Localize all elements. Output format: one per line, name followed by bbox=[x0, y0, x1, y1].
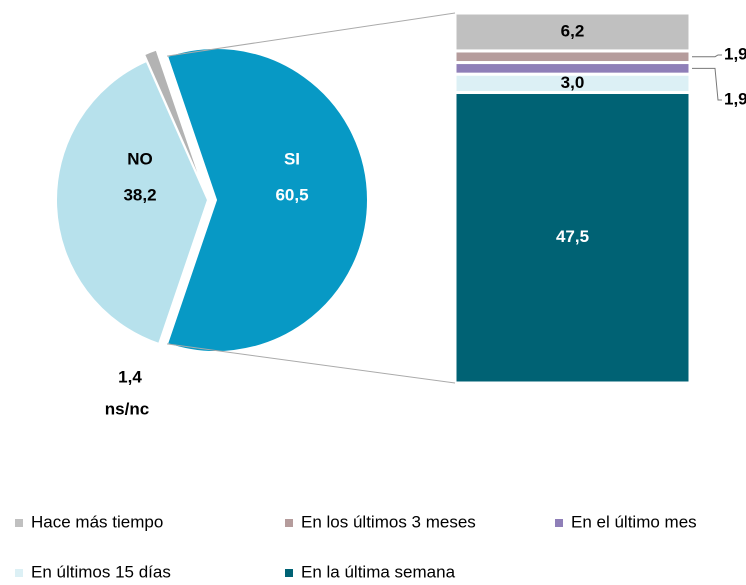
legend-label: En el último mes bbox=[571, 512, 697, 531]
slice-name: SI bbox=[284, 149, 300, 168]
slice-name: ns/nc bbox=[105, 399, 149, 418]
leader-line bbox=[692, 67, 722, 101]
bar-value: 3,0 bbox=[561, 73, 585, 92]
slice-name: NO bbox=[127, 149, 153, 168]
connector bbox=[166, 12, 456, 57]
bar-segment bbox=[453, 11, 692, 53]
connector bbox=[166, 343, 456, 384]
legend-swatch bbox=[15, 569, 23, 577]
leader-line bbox=[692, 54, 722, 58]
legend-label: En la última semana bbox=[301, 562, 456, 581]
legend-label: En los últimos 3 meses bbox=[301, 512, 476, 531]
slice-value: 60,5 bbox=[275, 185, 308, 204]
pie-slice bbox=[55, 59, 210, 346]
pie-slice bbox=[165, 47, 369, 353]
legend-swatch bbox=[555, 519, 563, 527]
legend-swatch bbox=[15, 519, 23, 527]
pie-slice bbox=[142, 48, 207, 194]
bar-value: 47,5 bbox=[556, 227, 589, 246]
bar-value: 6,2 bbox=[561, 21, 585, 40]
legend-label: En últimos 15 días bbox=[31, 562, 171, 581]
legend-swatch bbox=[285, 519, 293, 527]
slice-value: 38,2 bbox=[123, 185, 156, 204]
legend-swatch bbox=[285, 569, 293, 577]
slice-value: 1,4 bbox=[118, 367, 142, 386]
bar-segment bbox=[453, 49, 692, 65]
bar-value: 1,9 bbox=[724, 89, 746, 108]
legend-label: Hace más tiempo bbox=[31, 512, 163, 531]
bar-value: 1,9 bbox=[724, 44, 746, 63]
